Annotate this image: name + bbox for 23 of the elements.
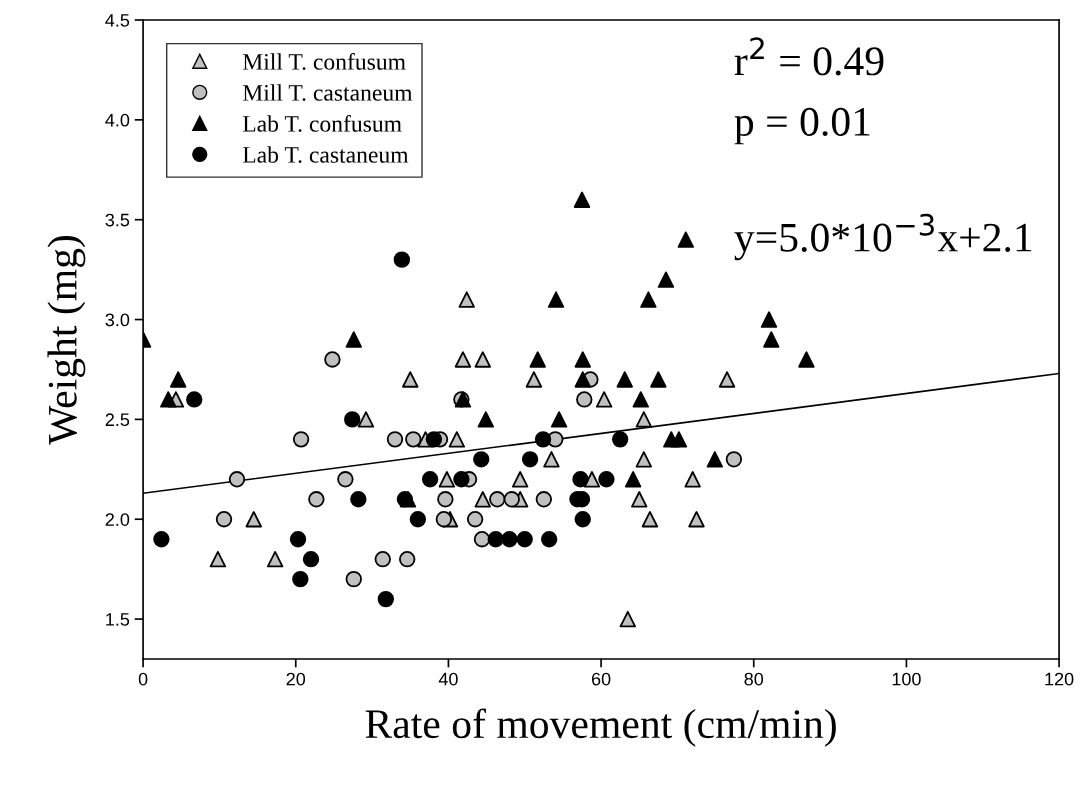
- x-tick-label: 120: [1045, 672, 1074, 686]
- legend-label: Lab T. castaneum: [242, 146, 409, 163]
- x-tick-label: 0: [138, 672, 148, 686]
- legend-label: Mill T. castaneum: [242, 84, 413, 101]
- legend-label: Lab T. confusum: [242, 114, 402, 132]
- annotation: r$^{2}$ = 0.49: [734, 37, 884, 76]
- y-tick-label: 3.5: [105, 213, 130, 227]
- annotation: y=5.0*10$^{−3}$x+2.1: [734, 213, 1032, 261]
- y-axis-title: Weight (mg): [47, 235, 86, 445]
- y-tick-label: 4.5: [105, 14, 130, 27]
- x-tick-label: 20: [286, 672, 306, 686]
- x-tick-label: 60: [591, 672, 611, 686]
- x-tick-label: 40: [438, 672, 458, 686]
- y-tick-label: 3.0: [105, 313, 130, 327]
- annotation: p = 0.01: [734, 107, 870, 145]
- x-axis-title: Rate of movement (cm/min): [365, 708, 836, 747]
- y-tick-label: 2.0: [105, 513, 130, 526]
- x-tick-label: 80: [744, 672, 764, 686]
- y-tick-label: 1.5: [106, 613, 130, 626]
- y-tick-label: 4.0: [105, 113, 130, 127]
- x-tick-label: 100: [892, 672, 921, 686]
- y-tick-label: 2.5: [105, 413, 130, 427]
- legend-label: Mill T. confusum: [242, 52, 406, 70]
